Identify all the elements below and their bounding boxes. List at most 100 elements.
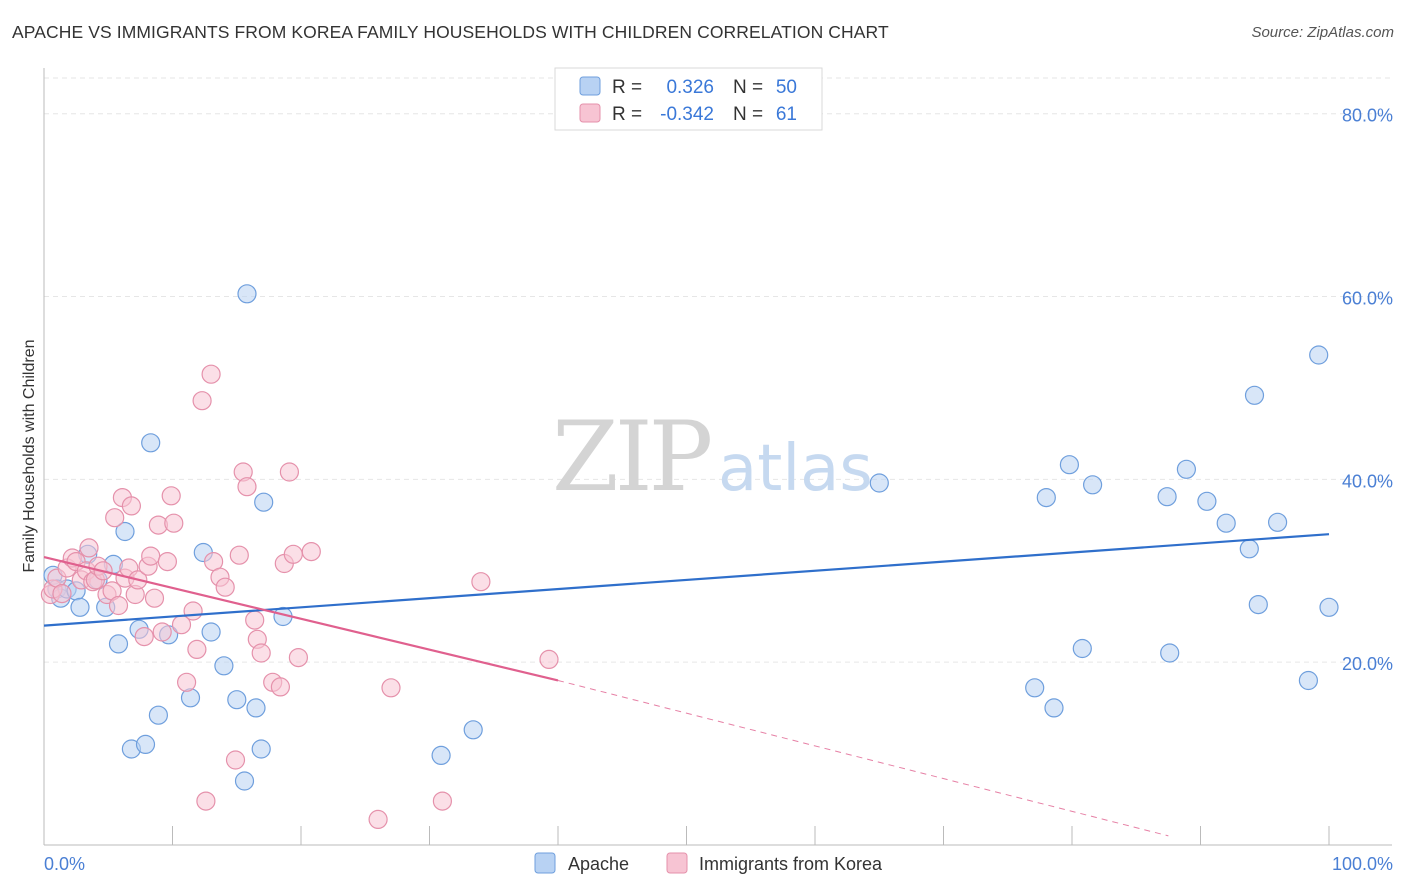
korea-point (270, 677, 290, 697)
apache-point (70, 597, 90, 617)
korea-point (539, 649, 559, 670)
x-tick-label-max: 100.0% (1332, 854, 1393, 874)
y-tick-label: 80.0% (1342, 106, 1393, 126)
apache-point (237, 284, 257, 304)
legend-r-value-apache: 0.326 (666, 77, 714, 98)
korea-point (141, 546, 161, 566)
korea-trend-extension (557, 679, 1169, 837)
apache-point (1319, 597, 1339, 617)
apache-point (1160, 643, 1180, 663)
apache-point (246, 698, 266, 718)
bottom-legend: Apache Immigrants from Korea (534, 852, 883, 874)
legend-n-label-korea: N = (733, 104, 763, 125)
apache-point (201, 622, 221, 642)
apache-point (148, 705, 168, 725)
points-layer (40, 284, 1339, 830)
korea-point (187, 639, 207, 660)
korea-point (471, 572, 491, 592)
korea-point (152, 622, 172, 642)
korea-point (251, 643, 271, 663)
apache-point (1072, 638, 1092, 659)
bottom-legend-swatch-apache (534, 852, 556, 874)
apache-point (1248, 594, 1268, 615)
grid-layer (44, 77, 1392, 663)
korea-point (245, 610, 265, 630)
source-credit: Source: ZipAtlas.com (1251, 24, 1394, 41)
korea-point (134, 626, 154, 647)
watermark-zip: ZIP (552, 401, 711, 513)
legend-r-label-korea: R = (612, 104, 642, 125)
apache-point (115, 521, 135, 542)
apache-point (1044, 698, 1064, 718)
trend-layer (43, 533, 1330, 837)
korea-point (157, 551, 177, 572)
apache-trend-line (43, 533, 1330, 627)
korea-point (183, 601, 203, 621)
bottom-legend-label-korea: Immigrants from Korea (699, 854, 883, 874)
y-axis-label: Family Households with Children (21, 340, 38, 573)
apache-point (251, 739, 271, 759)
apache-point (463, 720, 483, 740)
apache-point (135, 734, 156, 755)
apache-point (234, 771, 255, 791)
korea-point (237, 477, 257, 497)
korea-point (108, 595, 129, 616)
legend-n-value-apache: 50 (776, 77, 797, 98)
legend-swatch-apache (579, 76, 601, 96)
korea-point (432, 791, 452, 811)
x-tick-label-min: 0.0% (44, 854, 85, 874)
correlation-legend: R = 0.326 N = 50 R = -0.342 N = 61 (554, 67, 823, 131)
apache-point (254, 492, 274, 512)
korea-point (381, 678, 401, 698)
apache-point (1082, 475, 1103, 495)
korea-point (177, 672, 197, 692)
korea-point (225, 750, 246, 770)
apache-point (1298, 670, 1319, 691)
legend-swatch-korea (579, 103, 601, 123)
watermark-atlas: atlas (718, 432, 873, 506)
apache-point (1216, 513, 1236, 533)
apache-point (1025, 678, 1045, 698)
korea-point (279, 462, 299, 482)
apache-point (1176, 459, 1197, 479)
korea-point (192, 391, 212, 411)
korea-point (201, 364, 221, 384)
apache-point (1244, 385, 1265, 405)
korea-point (283, 544, 303, 564)
x-axis-ticks (43, 826, 1330, 845)
korea-point (164, 513, 184, 533)
apache-point (1036, 488, 1056, 508)
korea-point (121, 496, 141, 516)
apache-point (431, 745, 451, 766)
apache-point (1197, 491, 1217, 511)
legend-n-label-apache: N = (733, 77, 763, 98)
korea-point (105, 508, 125, 528)
y-tick-labels: 20.0% 40.0% 60.0% 80.0% (1342, 106, 1393, 674)
chart-title: APACHE VS IMMIGRANTS FROM KOREA FAMILY H… (12, 22, 889, 42)
korea-trend-line (43, 555, 559, 682)
y-tick-label: 60.0% (1342, 289, 1393, 309)
apache-point (1239, 539, 1259, 559)
apache-point (141, 433, 161, 453)
korea-point (196, 791, 216, 811)
apache-point (1157, 487, 1177, 507)
apache-point (869, 473, 889, 493)
apache-point (1309, 345, 1329, 365)
apache-point (108, 634, 129, 654)
korea-point (368, 809, 388, 830)
apache-point (1059, 455, 1080, 475)
y-tick-label: 20.0% (1342, 654, 1393, 674)
legend-r-value-korea: -0.342 (660, 104, 714, 125)
korea-point (229, 545, 249, 565)
korea-point (79, 538, 99, 558)
y-tick-label: 40.0% (1342, 471, 1393, 491)
korea-point (288, 647, 308, 668)
apache-point (1267, 512, 1288, 532)
legend-r-label-apache: R = (612, 77, 642, 98)
korea-point (161, 486, 181, 506)
korea-point (52, 583, 72, 604)
apache-point (227, 690, 247, 710)
korea-point (144, 588, 165, 608)
legend-n-value-korea: 61 (776, 104, 797, 125)
